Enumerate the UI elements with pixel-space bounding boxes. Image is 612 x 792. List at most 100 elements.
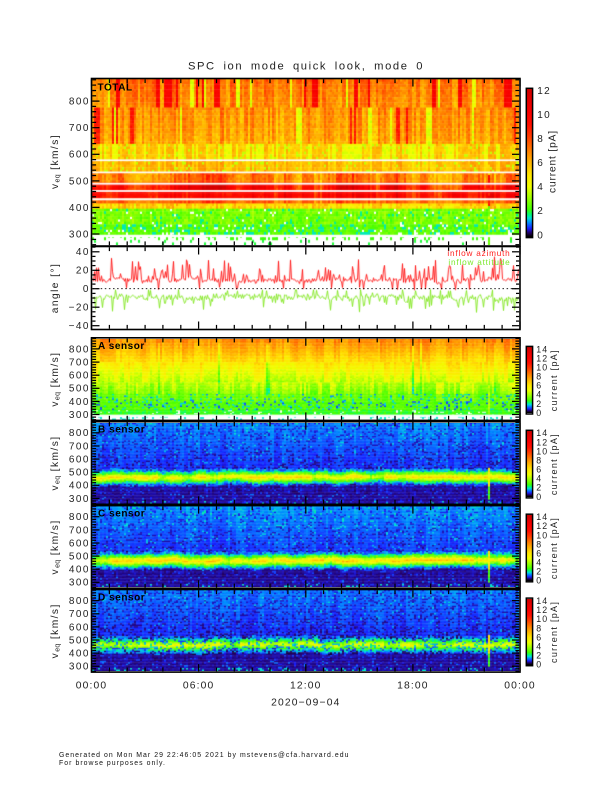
svg-text:inflow attitude: inflow attitude — [448, 258, 510, 267]
svg-text:Generated on Mon Mar 29 22:46:: Generated on Mon Mar 29 22:46:05 2021 by… — [59, 752, 350, 759]
svg-text:current [pA]: current [pA] — [549, 433, 559, 495]
svg-text:00:00: 00:00 — [76, 680, 108, 691]
svg-text:14: 14 — [536, 512, 548, 522]
svg-text:12:00: 12:00 — [290, 680, 322, 691]
svg-text:600: 600 — [69, 371, 90, 382]
svg-text:6: 6 — [536, 632, 542, 642]
svg-text:14: 14 — [536, 344, 548, 354]
svg-text:10: 10 — [536, 363, 548, 373]
svg-text:400: 400 — [69, 481, 90, 492]
svg-text:veq [km/s]: veq [km/s] — [50, 134, 62, 189]
svg-text:500: 500 — [69, 468, 90, 479]
svg-text:300: 300 — [69, 662, 90, 673]
svg-text:300: 300 — [69, 229, 90, 240]
svg-text:400: 400 — [69, 649, 90, 660]
svg-text:4: 4 — [537, 182, 544, 193]
svg-text:4: 4 — [536, 558, 542, 568]
svg-text:current [pA]: current [pA] — [549, 601, 559, 663]
svg-text:400: 400 — [69, 203, 90, 214]
svg-text:500: 500 — [69, 384, 90, 395]
svg-text:500: 500 — [69, 552, 90, 563]
svg-text:4: 4 — [536, 474, 542, 484]
svg-text:A sensor: A sensor — [98, 341, 145, 352]
svg-text:angle [°]: angle [°] — [50, 263, 61, 314]
svg-text:12: 12 — [536, 605, 548, 615]
svg-text:300: 300 — [69, 494, 90, 505]
svg-text:20: 20 — [76, 266, 90, 277]
svg-text:12: 12 — [537, 86, 551, 97]
svg-text:veq [km/s]: veq [km/s] — [50, 519, 62, 574]
svg-text:8: 8 — [536, 456, 542, 466]
svg-text:06:00: 06:00 — [183, 680, 215, 691]
svg-text:800: 800 — [69, 428, 90, 439]
svg-text:B sensor: B sensor — [98, 425, 145, 436]
svg-text:600: 600 — [69, 538, 90, 549]
svg-text:8: 8 — [536, 623, 542, 633]
svg-text:12: 12 — [536, 437, 548, 447]
svg-text:40: 40 — [76, 247, 90, 258]
svg-text:8: 8 — [536, 539, 542, 549]
svg-text:6: 6 — [536, 381, 542, 391]
svg-text:00:00: 00:00 — [504, 680, 536, 691]
svg-text:700: 700 — [69, 609, 90, 620]
svg-text:2: 2 — [536, 483, 542, 493]
svg-text:−20: −20 — [69, 303, 90, 314]
svg-text:2: 2 — [536, 399, 542, 409]
svg-text:700: 700 — [69, 358, 90, 369]
svg-text:600: 600 — [69, 455, 90, 466]
svg-text:800: 800 — [69, 97, 90, 108]
svg-text:10: 10 — [537, 110, 551, 121]
svg-text:2: 2 — [537, 206, 544, 217]
svg-text:700: 700 — [69, 123, 90, 134]
svg-text:C sensor: C sensor — [98, 509, 145, 520]
svg-text:600: 600 — [69, 622, 90, 633]
svg-text:veq [km/s]: veq [km/s] — [50, 435, 62, 490]
svg-text:0: 0 — [536, 576, 542, 586]
svg-text:8: 8 — [536, 372, 542, 382]
svg-text:800: 800 — [69, 512, 90, 523]
svg-text:18:00: 18:00 — [397, 680, 429, 691]
svg-text:400: 400 — [69, 565, 90, 576]
svg-text:300: 300 — [69, 578, 90, 589]
svg-text:veq [km/s]: veq [km/s] — [50, 352, 62, 407]
svg-text:6: 6 — [536, 548, 542, 558]
svg-text:TOTAL: TOTAL — [98, 83, 133, 94]
svg-text:SPC ion mode quick look, mode: SPC ion mode quick look, mode 0 — [188, 60, 424, 72]
svg-text:For browse purposes only.: For browse purposes only. — [59, 760, 166, 767]
svg-text:800: 800 — [69, 596, 90, 607]
svg-text:6: 6 — [536, 465, 542, 475]
svg-text:700: 700 — [69, 441, 90, 452]
svg-text:0: 0 — [537, 230, 544, 241]
svg-text:4: 4 — [536, 390, 542, 400]
svg-text:inflow azimuth: inflow azimuth — [447, 249, 510, 258]
svg-text:400: 400 — [69, 397, 90, 408]
svg-text:0: 0 — [536, 408, 542, 418]
svg-text:12: 12 — [536, 521, 548, 531]
svg-text:6: 6 — [537, 158, 544, 169]
svg-text:0: 0 — [536, 492, 542, 502]
svg-text:10: 10 — [536, 446, 548, 456]
svg-text:4: 4 — [536, 641, 542, 651]
svg-text:10: 10 — [536, 530, 548, 540]
svg-text:500: 500 — [69, 635, 90, 646]
svg-text:8: 8 — [537, 134, 544, 145]
svg-text:14: 14 — [536, 596, 548, 606]
svg-text:2: 2 — [536, 567, 542, 577]
svg-text:14: 14 — [536, 428, 548, 438]
svg-text:current [pA]: current [pA] — [549, 517, 559, 579]
svg-text:0: 0 — [83, 284, 90, 295]
svg-text:10: 10 — [536, 614, 548, 624]
svg-text:0: 0 — [536, 660, 542, 670]
svg-text:800: 800 — [69, 344, 90, 355]
svg-text:2020−09−04: 2020−09−04 — [271, 697, 340, 708]
svg-text:300: 300 — [69, 410, 90, 421]
svg-text:500: 500 — [69, 176, 90, 187]
svg-text:−40: −40 — [69, 321, 90, 332]
svg-text:D sensor: D sensor — [98, 593, 145, 604]
svg-text:current [pA]: current [pA] — [548, 130, 559, 193]
svg-text:current [pA]: current [pA] — [549, 349, 559, 411]
svg-text:veq [km/s]: veq [km/s] — [50, 603, 62, 658]
svg-text:700: 700 — [69, 525, 90, 536]
svg-text:12: 12 — [536, 353, 548, 363]
svg-text:600: 600 — [69, 150, 90, 161]
